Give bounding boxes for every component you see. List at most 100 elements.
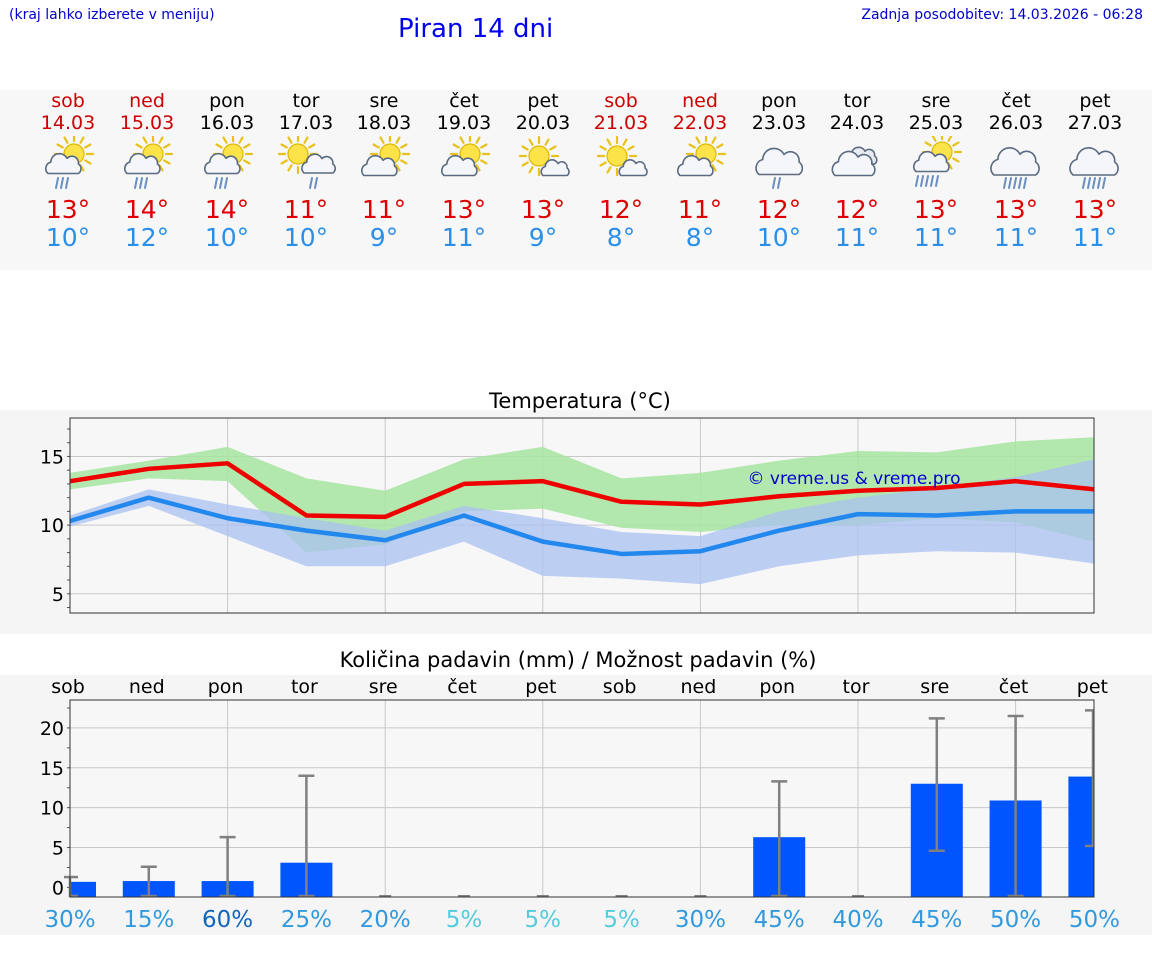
day-name: pon: [209, 90, 245, 112]
day-column: pet 20.03 13° 9°: [503, 90, 583, 252]
x-tick-label: pet: [525, 676, 556, 698]
day-column: sob 14.03 13° 10°: [28, 90, 108, 252]
x-tick-label: sre: [920, 676, 949, 698]
plot-frame: [69, 417, 1095, 614]
temp-min: 10°: [45, 223, 91, 252]
cloud-heavy-rain-icon: [1069, 147, 1119, 189]
day-name: tor: [843, 90, 871, 112]
precip-probability: 20%: [360, 907, 411, 933]
precip-probability: 5%: [525, 907, 562, 933]
temp-min: 9°: [369, 223, 399, 252]
temp-max: 13°: [520, 195, 566, 224]
temp-min: 8°: [606, 223, 636, 252]
sun-cloud-rain-icon: [277, 136, 336, 189]
temp-max: 11°: [361, 195, 407, 224]
day-date: 21.03: [593, 112, 649, 134]
day-date: 24.03: [829, 112, 885, 134]
partly-sunny-heavy-rain-icon: [913, 136, 963, 187]
day-name: tor: [292, 90, 320, 112]
precip-probability: 5%: [446, 907, 483, 933]
day-date: 17.03: [278, 112, 334, 134]
temp-max: 13°: [993, 195, 1039, 224]
day-date: 15.03: [119, 112, 175, 134]
temp-max: 14°: [124, 195, 170, 224]
day-date: 14.03: [40, 112, 96, 134]
precip-bar: [70, 881, 96, 897]
temp-max: 13°: [1072, 195, 1118, 224]
partly-sunny-rain-icon: [45, 136, 95, 189]
day-name: sob: [51, 90, 85, 112]
forecast-strip: [0, 90, 1152, 270]
precip-probability: 15%: [123, 907, 174, 933]
day-column: sre 18.03 11° 9°: [344, 90, 424, 252]
y-tick-label: 10: [40, 798, 64, 820]
day-date: 22.03: [672, 112, 728, 134]
cloudy-icon: [831, 146, 878, 177]
day-date: 20.03: [515, 112, 571, 134]
partly-cloudy-icon: [361, 136, 411, 177]
day-column: sre 25.03 13° 11°: [896, 90, 976, 252]
day-column: ned 22.03 11° 8°: [660, 90, 740, 252]
max-temp-line: [69, 461, 1095, 520]
temp-min: 9°: [528, 223, 558, 252]
temp-max: 12°: [598, 195, 644, 224]
x-tick-label: tor: [291, 676, 318, 698]
temp-max: 13°: [45, 195, 91, 224]
precip-probability: 25%: [281, 907, 332, 933]
x-tick-label: sre: [369, 676, 398, 698]
page-title: Piran 14 dni: [398, 14, 554, 44]
y-tick-label: 20: [40, 718, 64, 740]
cloud-rain-icon: [755, 147, 804, 189]
precipitation-chart-title: Količina padavin (mm) / Možnost padavin …: [340, 648, 817, 672]
x-tick-label: pon: [759, 676, 795, 698]
day-date: 16.03: [199, 112, 255, 134]
x-tick-label: čet: [999, 676, 1029, 698]
day-name: sre: [921, 90, 951, 112]
partly-sunny-rain-icon: [204, 136, 254, 189]
temp-max: 12°: [834, 195, 880, 224]
y-tick-label: 10: [40, 515, 64, 537]
day-name: čet: [1001, 90, 1031, 112]
precip-probability: 5%: [603, 907, 640, 933]
day-column: pet 27.03 13° 11°: [1055, 90, 1135, 252]
temp-min: 10°: [283, 223, 329, 252]
precip-probability: 50%: [990, 907, 1041, 933]
partly-sunny-rain-icon: [124, 136, 174, 189]
day-column: sob 21.03 12° 8°: [581, 90, 661, 252]
day-column: tor 17.03 11° 10°: [266, 90, 346, 252]
last-updated: Zadnja posodobitev: 14.03.2026 - 06:28: [861, 7, 1143, 23]
location-hint: (kraj lahko izberete v meniju): [9, 7, 215, 23]
temp-min: 11°: [1072, 223, 1118, 252]
precip-probability: 60%: [202, 907, 253, 933]
precip-probability: 45%: [911, 907, 962, 933]
temp-min: 8°: [685, 223, 715, 252]
temp-max: 14°: [204, 195, 250, 224]
y-tick-label: 5: [52, 838, 64, 860]
day-name: pon: [761, 90, 797, 112]
day-column: pon 23.03 12° 10°: [739, 90, 819, 252]
min-temp-band: [70, 459, 1095, 585]
temp-max: 11°: [283, 195, 329, 224]
day-date: 19.03: [436, 112, 492, 134]
temp-max: 12°: [756, 195, 802, 224]
day-name: pet: [527, 90, 559, 112]
day-name: čet: [449, 90, 479, 112]
day-name: sob: [604, 90, 638, 112]
day-date: 18.03: [356, 112, 412, 134]
watermark: © vreme.us & vreme.pro: [747, 469, 960, 489]
mostly-sunny-icon: [596, 136, 648, 177]
precip-probability: 30%: [675, 907, 726, 933]
x-tick-label: pet: [1077, 676, 1108, 698]
day-date: 25.03: [908, 112, 964, 134]
day-name: ned: [682, 90, 718, 112]
temp-min: 11°: [441, 223, 487, 252]
x-tick-label: čet: [447, 676, 477, 698]
x-tick-label: pon: [208, 676, 244, 698]
precip-probability: 50%: [1069, 907, 1120, 933]
temperature-chart-title: Temperatura (°C): [488, 389, 671, 413]
precip-probability: 45%: [754, 907, 805, 933]
x-tick-label: tor: [843, 676, 870, 698]
temp-min: 11°: [913, 223, 959, 252]
y-tick-label: 5: [52, 584, 64, 606]
